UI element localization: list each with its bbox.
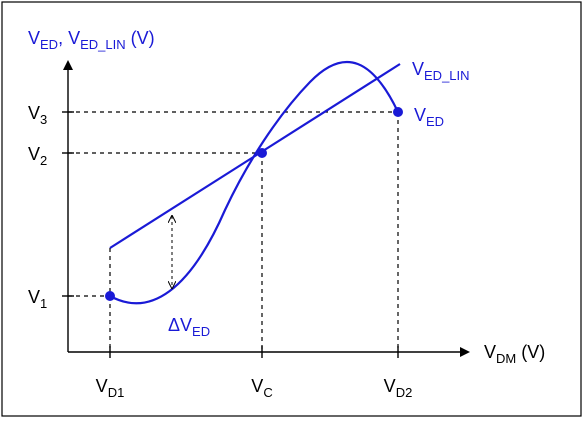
y-axis-label: VED, VED_LIN (V)	[28, 28, 155, 52]
x-tick-label-vd2: VD2	[384, 376, 413, 400]
axes	[63, 60, 470, 357]
label-delta-ved: ΔVED	[168, 315, 210, 339]
label-ved-lin: VED_LIN	[412, 59, 470, 83]
axis-ticks	[62, 111, 399, 358]
y-tick-label-v2: V2	[28, 144, 47, 168]
y-tick-label-v3: V3	[28, 103, 47, 127]
diagram-border	[1, 1, 582, 417]
label-ved: VED	[414, 105, 444, 129]
x-tick-label-vd1: VD1	[96, 376, 125, 400]
x-axis-label: VDM (V)	[484, 342, 545, 366]
y-tick-label-v1: V1	[28, 287, 47, 311]
guide-lines	[68, 111, 399, 352]
point-vc	[257, 148, 267, 158]
point-v1	[105, 291, 115, 301]
nonlinear-curve	[109, 61, 399, 305]
point-v3	[393, 107, 403, 117]
x-tick-label-vc: VC	[251, 376, 272, 400]
